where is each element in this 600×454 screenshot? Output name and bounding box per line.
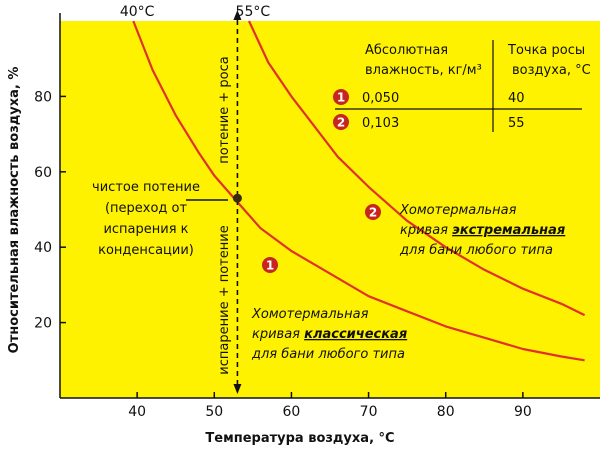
badge-1 (262, 257, 278, 273)
y-tick-label: 60 (34, 165, 52, 181)
badge-number: 1 (266, 259, 274, 273)
badge-number: 2 (369, 206, 377, 220)
curve-2-label: 2 Хомотермальная кривая экстремальная дл… (365, 203, 565, 258)
curve-label-line: Хомотермальная (399, 203, 517, 218)
curve-label-line: для бани любого типа (251, 347, 405, 362)
y-tick-label: 20 (34, 316, 52, 332)
humidity-table: Абсолютная влажность, кг/м³ Точка росы в… (333, 40, 591, 132)
point-note-line: испарения к (103, 222, 188, 237)
table-cell-abs: 0,103 (362, 116, 399, 131)
curve-2 (248, 20, 586, 317)
axes-layer (59, 13, 600, 399)
ticks-layer: 40 50 60 70 80 90 20 40 60 80 (34, 89, 532, 420)
x-tick-label: 60 (283, 404, 301, 420)
curve-label-prefix: кривая (252, 327, 304, 342)
x-tick-label: 40 (128, 404, 146, 420)
dashed-label-lower: испарение + потение (217, 225, 232, 374)
curve-1-label: 1 Хомотермальная кривая классическая для… (251, 257, 407, 362)
x-tick-label: 70 (360, 404, 378, 420)
badge-1 (333, 89, 349, 105)
y-tick-label: 80 (34, 89, 52, 105)
y-axis-title: Относительная влажность воздуха, % (7, 67, 22, 354)
curve-label-prefix: кривая (400, 223, 452, 238)
badge-2 (333, 114, 349, 130)
curve-1 (132, 20, 585, 362)
top-marker-label: 40°С (120, 4, 155, 20)
table-col1-header: Абсолютная (365, 43, 448, 58)
top-marker-label: 55°С (236, 4, 271, 20)
curve-label-line: для бани любого типа (399, 243, 553, 258)
table-col1-header: влажность, кг/м³ (365, 63, 482, 78)
badge-number: 2 (337, 116, 345, 130)
point-note-line: конденсации) (98, 243, 194, 258)
point-note-line: (переход от (105, 201, 188, 216)
table-cell-dew: 55 (508, 116, 525, 131)
arrow-up (233, 10, 242, 20)
point-note-line: чистое потение (92, 180, 200, 195)
y-tick-label: 40 (34, 240, 52, 256)
table-cell-abs: 0,050 (362, 91, 399, 106)
x-tick-label: 80 (437, 404, 455, 420)
badge-number: 1 (337, 91, 345, 105)
x-axis-title: Температура воздуха, °С (205, 431, 394, 446)
x-tick-label: 50 (205, 404, 223, 420)
curve-label-emphasis: экстремальная (452, 223, 565, 238)
curves-layer (132, 20, 586, 362)
curve-label-line: Хомотермальная (251, 307, 369, 322)
transition-point (232, 193, 242, 203)
plot-background (60, 21, 600, 398)
dashed-label-upper: потение + роса (217, 56, 232, 163)
table-col2-header: Точка росы (507, 43, 585, 58)
curve-label-line: кривая классическая (252, 327, 407, 342)
curve-label-emphasis: классическая (304, 327, 407, 342)
table-col2-header: воздуха, °С (512, 63, 591, 78)
badge-2 (365, 204, 381, 220)
x-tick-label: 90 (514, 404, 532, 420)
curve-label-line: кривая экстремальная (400, 223, 565, 238)
table-cell-dew: 40 (508, 91, 525, 106)
arrow-down (233, 384, 242, 394)
